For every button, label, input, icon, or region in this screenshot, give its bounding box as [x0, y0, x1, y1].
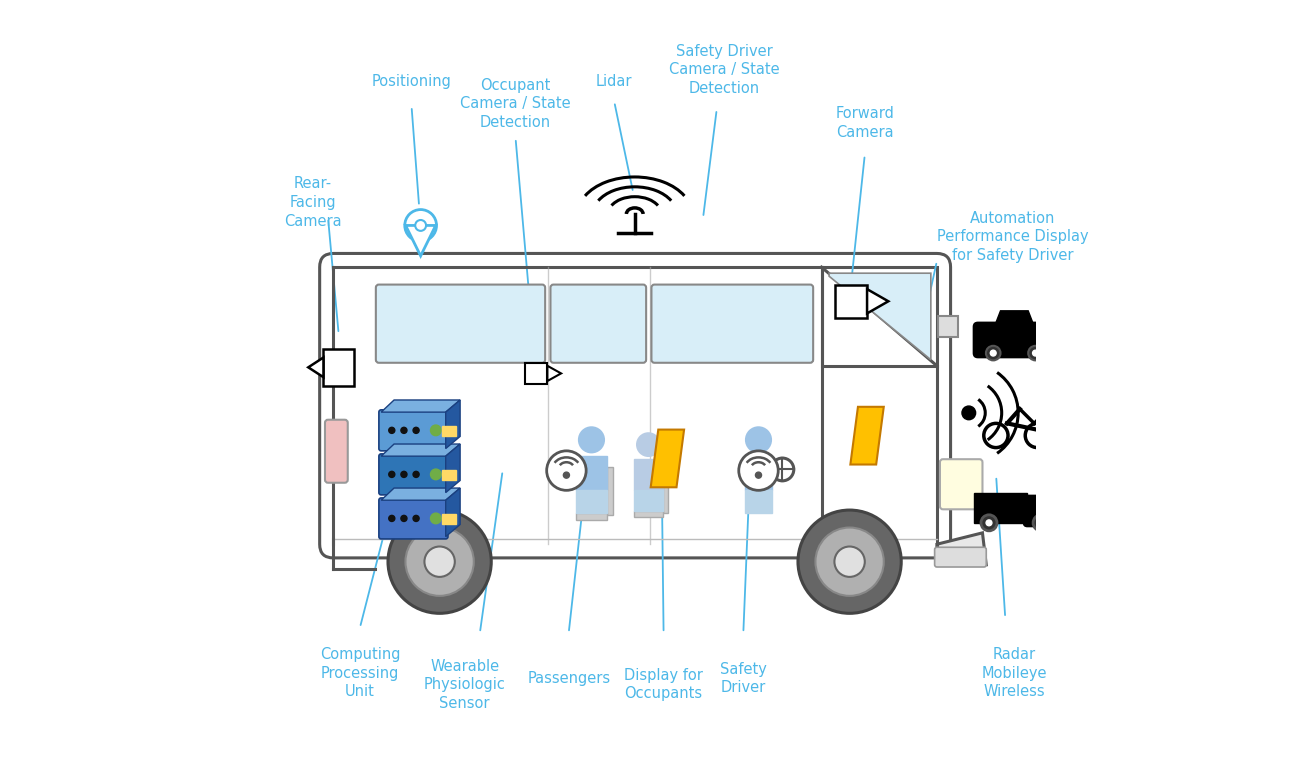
Circle shape — [834, 546, 865, 577]
Circle shape — [425, 546, 455, 577]
Circle shape — [739, 451, 778, 490]
Bar — [442, 426, 455, 437]
Circle shape — [413, 427, 419, 434]
Circle shape — [579, 427, 604, 453]
Text: Occupant
Camera / State
Detection: Occupant Camera / State Detection — [461, 78, 571, 130]
Circle shape — [1033, 515, 1050, 531]
Polygon shape — [446, 488, 461, 536]
Polygon shape — [576, 490, 607, 513]
Text: Rear-
Facing
Camera: Rear- Facing Camera — [283, 177, 341, 229]
Bar — [324, 349, 354, 386]
Circle shape — [388, 427, 395, 434]
FancyBboxPatch shape — [1023, 495, 1056, 527]
Circle shape — [405, 527, 474, 596]
Polygon shape — [867, 289, 888, 313]
Circle shape — [388, 515, 395, 521]
Bar — [576, 513, 607, 520]
Text: Passengers: Passengers — [527, 671, 610, 686]
Polygon shape — [547, 366, 562, 381]
Text: Forward
Camera: Forward Camera — [836, 106, 895, 139]
Circle shape — [816, 527, 884, 596]
Circle shape — [401, 515, 407, 521]
Circle shape — [756, 472, 761, 479]
FancyBboxPatch shape — [974, 322, 1055, 357]
Text: Wearable
Physiologic
Sensor: Wearable Physiologic Sensor — [424, 658, 505, 711]
Polygon shape — [745, 490, 773, 513]
Polygon shape — [937, 533, 987, 565]
Text: Radar
Mobileye
Wireless: Radar Mobileye Wireless — [981, 647, 1047, 700]
Text: Positioning: Positioning — [371, 74, 451, 88]
Circle shape — [413, 515, 419, 521]
Circle shape — [1038, 520, 1044, 526]
Circle shape — [405, 210, 437, 242]
Polygon shape — [829, 274, 930, 360]
Polygon shape — [745, 456, 773, 490]
Bar — [525, 363, 547, 384]
FancyBboxPatch shape — [325, 420, 348, 483]
Circle shape — [987, 520, 992, 526]
Circle shape — [747, 427, 771, 453]
Text: Automation
Performance Display
for Safety Driver: Automation Performance Display for Safet… — [937, 210, 1089, 263]
Polygon shape — [634, 490, 663, 511]
Circle shape — [1029, 346, 1043, 360]
Text: Computing
Processing
Unit: Computing Processing Unit — [320, 647, 400, 700]
Bar — [975, 493, 1027, 523]
FancyBboxPatch shape — [375, 284, 546, 363]
Text: Display for
Occupants: Display for Occupants — [625, 668, 703, 702]
Polygon shape — [576, 456, 607, 490]
Bar — [836, 284, 867, 318]
Circle shape — [798, 510, 901, 613]
Circle shape — [985, 346, 1001, 360]
Circle shape — [962, 406, 976, 420]
FancyBboxPatch shape — [320, 254, 951, 558]
FancyBboxPatch shape — [379, 498, 447, 539]
Polygon shape — [994, 311, 1034, 327]
Circle shape — [563, 472, 569, 479]
Bar — [607, 466, 613, 515]
Bar — [442, 514, 455, 524]
Circle shape — [430, 513, 441, 523]
Circle shape — [638, 434, 660, 456]
Circle shape — [547, 451, 586, 490]
Polygon shape — [446, 400, 461, 449]
Bar — [634, 511, 663, 517]
Polygon shape — [938, 316, 958, 337]
Text: Lidar: Lidar — [596, 74, 632, 88]
Polygon shape — [446, 444, 461, 492]
Circle shape — [413, 472, 419, 478]
Circle shape — [430, 425, 441, 436]
Bar — [442, 470, 455, 481]
Text: Safety Driver
Camera / State
Detection: Safety Driver Camera / State Detection — [669, 43, 779, 96]
Polygon shape — [382, 488, 461, 500]
Circle shape — [415, 220, 426, 231]
Polygon shape — [382, 444, 461, 456]
Bar — [663, 469, 668, 513]
Circle shape — [388, 472, 395, 478]
FancyBboxPatch shape — [652, 284, 813, 363]
FancyBboxPatch shape — [934, 547, 987, 567]
Polygon shape — [405, 226, 436, 256]
Circle shape — [981, 515, 997, 531]
Text: Safety
Driver: Safety Driver — [720, 662, 766, 696]
Polygon shape — [308, 357, 324, 377]
Polygon shape — [382, 400, 461, 412]
Circle shape — [388, 510, 491, 613]
Polygon shape — [850, 407, 884, 465]
Circle shape — [1033, 351, 1038, 356]
Circle shape — [401, 472, 407, 478]
FancyBboxPatch shape — [379, 410, 447, 451]
Circle shape — [430, 469, 441, 480]
Polygon shape — [651, 430, 684, 487]
Circle shape — [991, 351, 996, 356]
Polygon shape — [634, 459, 663, 490]
Circle shape — [401, 427, 407, 434]
FancyBboxPatch shape — [551, 284, 646, 363]
FancyBboxPatch shape — [379, 454, 447, 495]
Polygon shape — [821, 267, 937, 366]
FancyBboxPatch shape — [939, 459, 983, 509]
